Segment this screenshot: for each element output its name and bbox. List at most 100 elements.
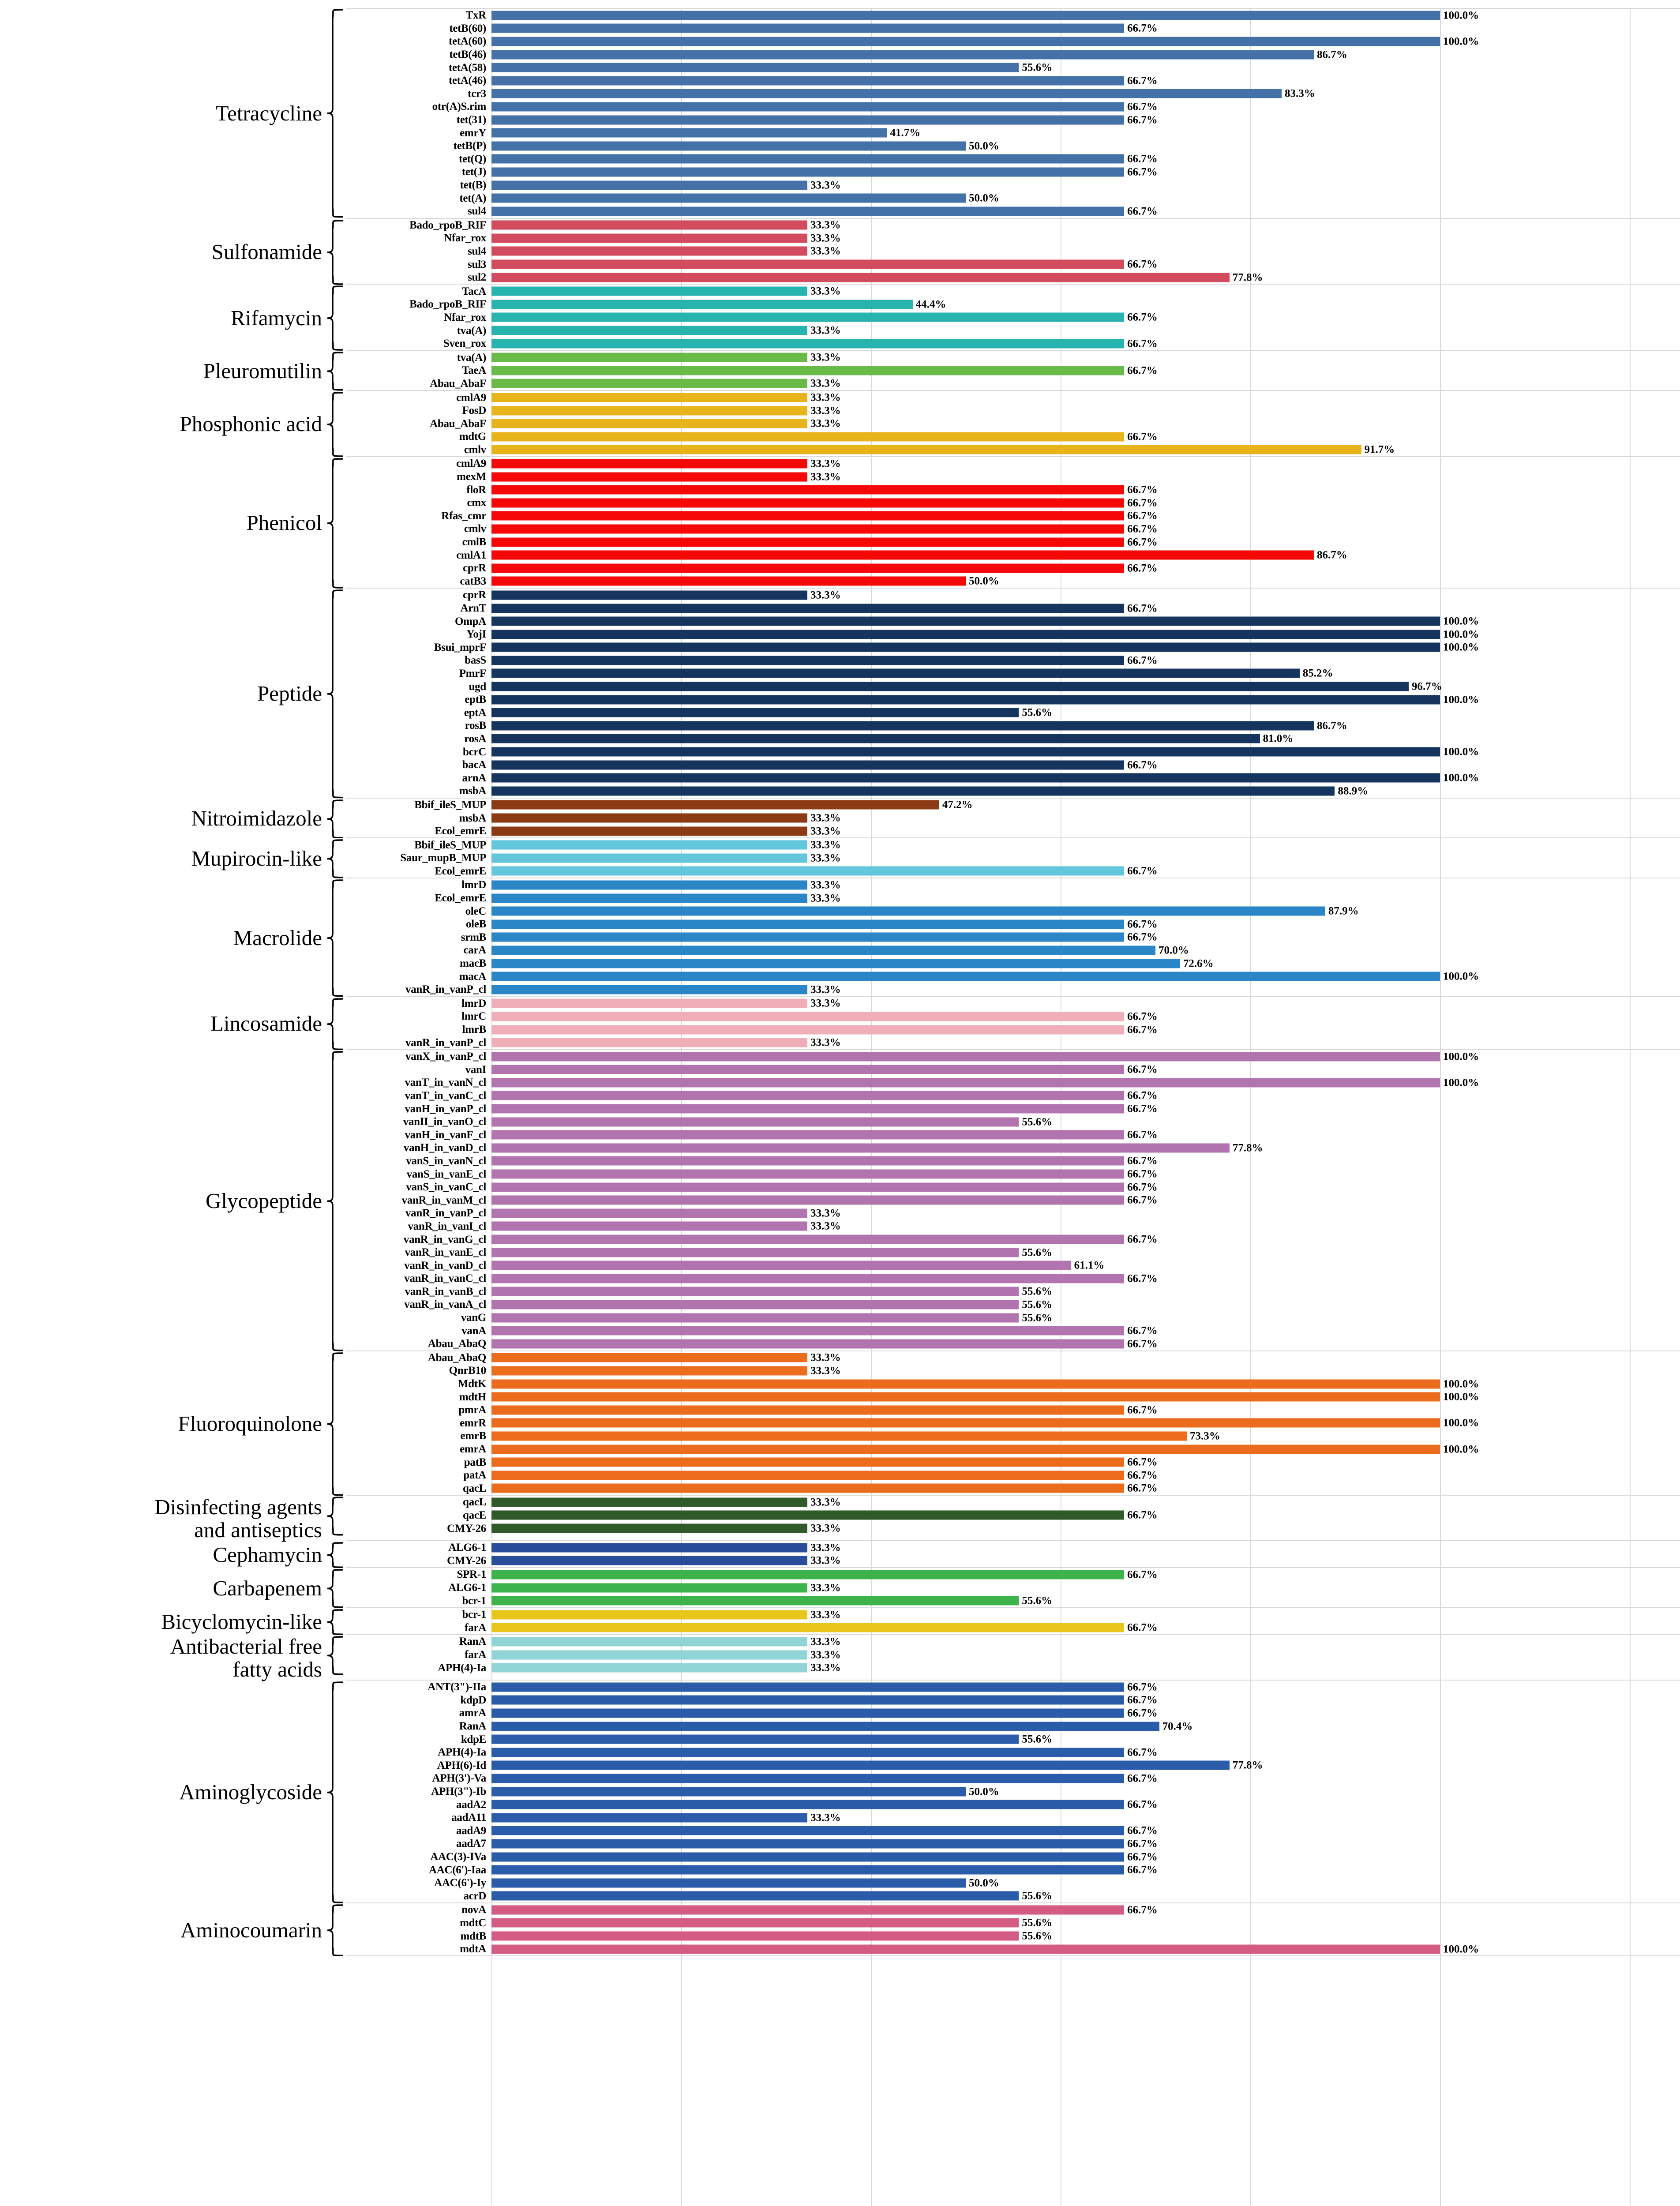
bar[interactable] [491,339,1125,349]
bar[interactable] [491,1556,807,1565]
bar[interactable] [491,1078,1440,1088]
bar[interactable] [491,656,1125,665]
bar[interactable] [491,880,807,890]
bar[interactable] [491,1596,1019,1606]
bar[interactable] [491,734,1260,743]
bar[interactable] [491,1130,1125,1140]
bar[interactable] [491,972,1440,981]
bar[interactable] [491,1012,1125,1021]
bar[interactable] [491,115,1125,125]
bar[interactable] [491,1195,1125,1205]
bar[interactable] [491,1117,1019,1127]
bar[interactable] [491,1610,807,1620]
bar[interactable] [491,563,1125,573]
bar[interactable] [491,485,1125,495]
bar[interactable] [491,1905,1125,1915]
bar[interactable] [491,233,807,243]
bar[interactable] [491,813,807,823]
bar[interactable] [491,1813,807,1823]
bar[interactable] [491,1760,1230,1770]
bar[interactable] [491,246,807,256]
bar[interactable] [491,167,1125,177]
bar[interactable] [491,853,807,863]
bar[interactable] [491,695,1440,705]
bar[interactable] [491,312,1125,322]
bar[interactable] [491,1471,1125,1480]
bar[interactable] [491,1623,1125,1632]
bar[interactable] [491,286,807,296]
bar[interactable] [491,180,807,190]
bar[interactable] [491,668,1300,678]
bar[interactable] [491,1052,1440,1062]
bar[interactable] [491,1583,807,1593]
bar[interactable] [491,37,1440,46]
bar[interactable] [491,1944,1440,1954]
bar[interactable] [491,1800,1125,1809]
bar[interactable] [491,1366,807,1376]
bar[interactable] [491,1234,1125,1244]
bar[interactable] [491,193,966,203]
bar[interactable] [491,576,966,586]
bar[interactable] [491,1510,1125,1520]
bar[interactable] [491,445,1361,454]
bar[interactable] [491,1274,1125,1283]
bar[interactable] [491,682,1409,691]
bar[interactable] [491,300,913,309]
bar[interactable] [491,326,807,335]
bar[interactable] [491,23,1125,33]
bar[interactable] [491,1221,807,1231]
bar[interactable] [491,1418,1440,1428]
bar[interactable] [491,1457,1125,1467]
bar[interactable] [491,353,807,362]
bar[interactable] [491,220,807,230]
bar[interactable] [491,259,1125,269]
bar[interactable] [491,1637,807,1647]
bar[interactable] [491,826,807,836]
bar[interactable] [491,1431,1187,1441]
bar[interactable] [491,919,1125,929]
bar[interactable] [491,1248,1019,1257]
bar[interactable] [491,63,1019,72]
bar[interactable] [491,1722,1159,1731]
bar[interactable] [491,590,807,600]
bar[interactable] [491,1748,1125,1757]
bar[interactable] [491,1497,807,1507]
bar[interactable] [491,1169,1125,1179]
bar[interactable] [491,141,966,151]
bar[interactable] [491,1156,1125,1166]
bar[interactable] [491,1444,1440,1454]
bar[interactable] [491,1405,1125,1415]
bar[interactable] [491,498,1125,508]
bar[interactable] [491,1774,1125,1783]
bar[interactable] [491,1839,1125,1849]
bar[interactable] [491,985,807,994]
bar[interactable] [491,1339,1125,1349]
bar[interactable] [491,721,1314,731]
bar[interactable] [491,1826,1125,1835]
bar[interactable] [491,379,807,388]
bar[interactable] [491,786,1335,796]
bar[interactable] [491,128,887,138]
bar[interactable] [491,1543,807,1553]
bar[interactable] [491,1787,966,1797]
bar[interactable] [491,154,1125,164]
bar[interactable] [491,50,1314,60]
bar[interactable] [491,419,807,428]
bar[interactable] [491,1353,807,1362]
bar[interactable] [491,273,1230,282]
bar[interactable] [491,459,807,469]
bar[interactable] [491,432,1125,442]
bar[interactable] [491,642,1440,652]
bar[interactable] [491,537,1125,547]
bar[interactable] [491,1891,1019,1901]
bar[interactable] [491,630,1440,639]
bar[interactable] [491,1313,1019,1323]
bar[interactable] [491,800,939,810]
bar[interactable] [491,773,1440,783]
bar[interactable] [491,1038,807,1047]
bar[interactable] [491,524,1125,534]
bar[interactable] [491,1143,1230,1153]
bar[interactable] [491,550,1314,560]
bar[interactable] [491,1208,807,1218]
bar[interactable] [491,998,807,1008]
